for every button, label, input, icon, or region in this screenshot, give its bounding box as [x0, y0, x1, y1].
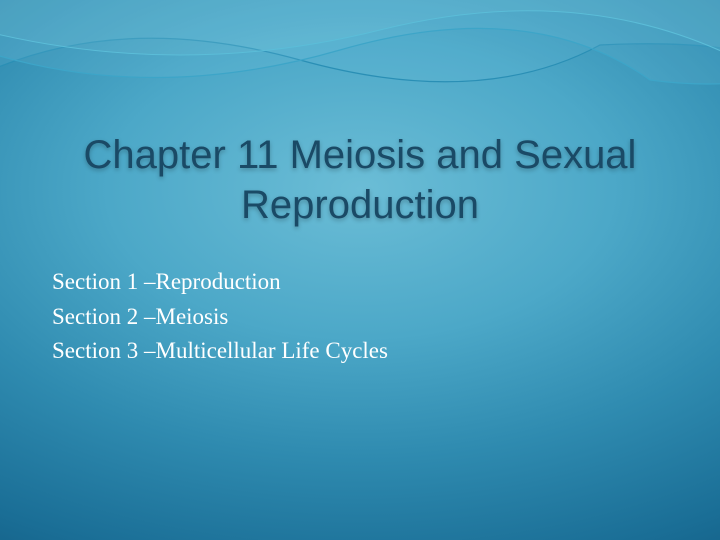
wave-path-1 [0, 0, 720, 82]
wave-path-2 [0, 0, 720, 84]
body-line: Section 2 –Meiosis [52, 300, 660, 335]
slide-title: Chapter 11 Meiosis and Sexual Reproducti… [60, 130, 660, 230]
body-line: Section 3 –Multicellular Life Cycles [52, 334, 660, 369]
slide-body: Section 1 –Reproduction Section 2 –Meios… [52, 265, 660, 369]
body-line: Section 1 –Reproduction [52, 265, 660, 300]
slide-container: Chapter 11 Meiosis and Sexual Reproducti… [0, 0, 720, 540]
wave-path-3 [0, 0, 720, 60]
